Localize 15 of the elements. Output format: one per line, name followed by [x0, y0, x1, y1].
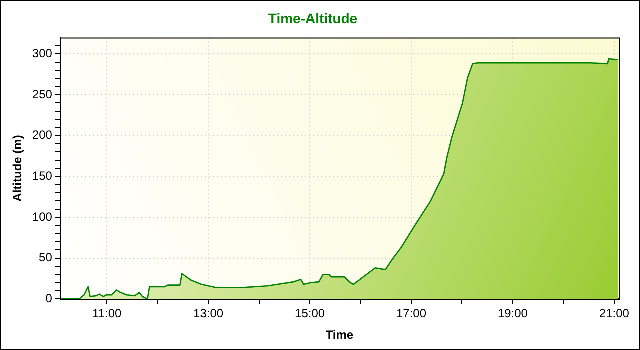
chart-title: Time-Altitude — [268, 10, 358, 26]
y-tick-label: 50 — [39, 250, 53, 265]
x-tick-label: 15:00 — [295, 306, 326, 321]
x-tick-label: 21:00 — [599, 306, 630, 321]
y-tick-label: 300 — [32, 46, 53, 60]
y-axis-title: Altitude (m) — [10, 135, 25, 202]
x-tick-label: 13:00 — [194, 306, 224, 321]
y-tick-label: 200 — [32, 128, 53, 142]
x-tick-label: 19:00 — [498, 306, 528, 321]
y-tick-label: 250 — [32, 87, 53, 102]
x-tick-label: 11:00 — [92, 306, 122, 321]
y-tick-label: 150 — [32, 168, 53, 183]
y-tick-label: 100 — [32, 210, 53, 224]
y-tick-label: 0 — [46, 292, 53, 306]
x-tick-label: 17:00 — [396, 306, 427, 321]
